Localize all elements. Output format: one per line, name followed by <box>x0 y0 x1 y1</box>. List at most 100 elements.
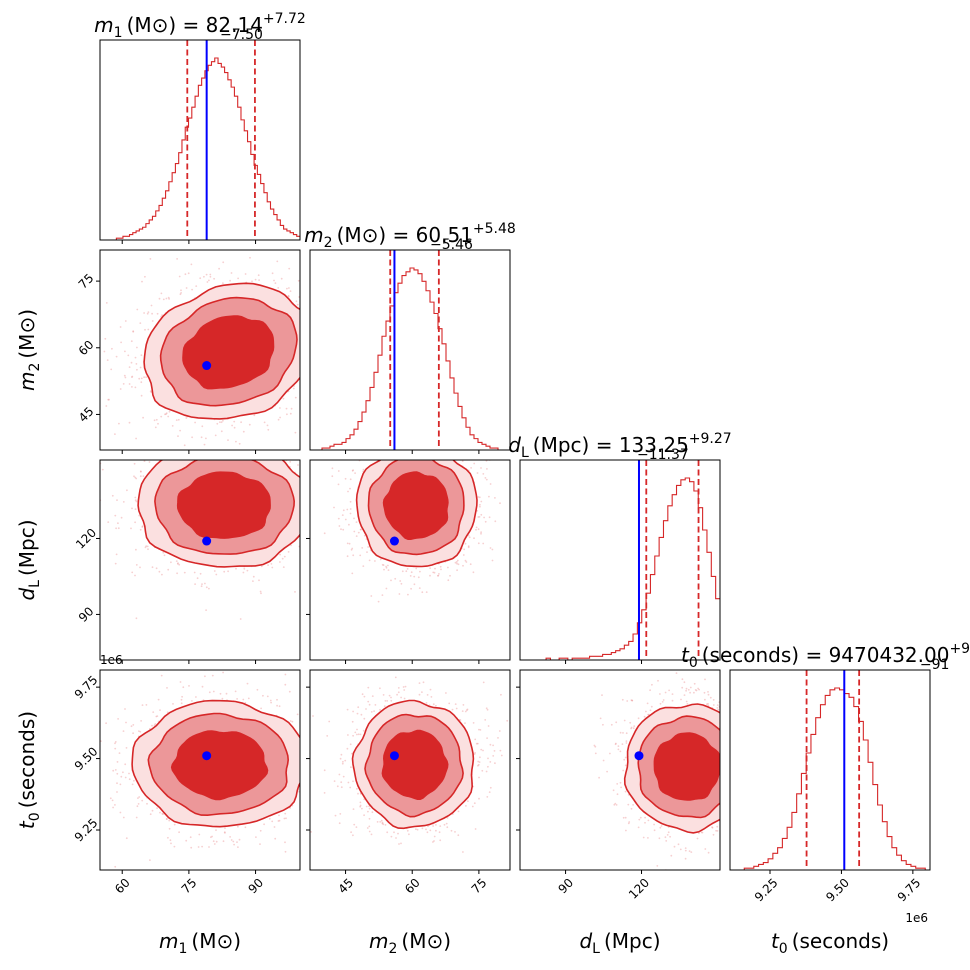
sample-point <box>403 431 405 433</box>
sample-point <box>97 477 99 479</box>
sample-point <box>168 298 171 300</box>
sample-point <box>332 331 334 333</box>
sample-point <box>306 489 308 491</box>
sample-point <box>141 525 144 528</box>
sample-point <box>314 484 316 486</box>
sample-point <box>139 322 142 324</box>
sample-point <box>302 506 304 508</box>
sample-point <box>131 375 134 378</box>
sample-point <box>323 484 325 486</box>
sample-point <box>218 267 221 270</box>
sample-point <box>438 573 440 575</box>
sample-point <box>351 469 354 472</box>
sample-point <box>350 548 353 551</box>
sample-point <box>126 489 128 492</box>
sample-point <box>132 330 135 333</box>
sample-point <box>315 486 317 488</box>
sample-point <box>258 279 260 281</box>
sample-point <box>165 452 167 454</box>
sample-point <box>349 487 351 490</box>
sample-point <box>330 322 332 324</box>
sample-point <box>292 387 295 390</box>
sample-point <box>354 472 356 474</box>
sample-point <box>158 297 161 300</box>
sample-point <box>136 308 139 311</box>
sample-point <box>139 366 142 369</box>
sample-point <box>185 287 188 289</box>
sample-point <box>248 423 251 426</box>
sample-point <box>433 453 435 455</box>
sample-point <box>142 416 145 419</box>
sample-point <box>231 436 233 438</box>
sample-point <box>151 320 154 322</box>
title-unit: (M⊙) = 60.51 <box>333 223 473 247</box>
sample-point <box>480 467 482 469</box>
title-subscript: 1 <box>114 25 123 41</box>
sample-point <box>128 383 131 385</box>
sample-point <box>418 398 420 400</box>
sample-point <box>310 333 312 335</box>
sample-point <box>191 436 194 439</box>
sample-point <box>158 430 160 432</box>
sample-point <box>211 453 213 455</box>
sample-point <box>133 475 135 478</box>
sample-point <box>223 570 226 573</box>
sample-point <box>232 438 234 440</box>
sample-point <box>427 441 429 443</box>
sample-point <box>475 528 477 531</box>
sample-point <box>196 453 198 455</box>
title-symbol: d <box>508 433 521 457</box>
sample-point <box>405 436 407 438</box>
sample-point <box>208 443 210 445</box>
sample-point <box>489 483 492 485</box>
sample-point <box>423 447 425 449</box>
sample-point <box>424 451 426 453</box>
sample-point <box>307 378 309 380</box>
sample-point <box>477 516 480 518</box>
sample-point <box>181 444 183 446</box>
sample-point <box>400 454 402 456</box>
sample-point <box>362 565 365 567</box>
sample-point <box>455 453 457 455</box>
sample-point <box>227 570 230 573</box>
sample-point <box>403 416 405 418</box>
sample-point <box>295 446 297 448</box>
sample-point <box>107 521 110 523</box>
sample-point <box>362 468 365 471</box>
sample-point <box>267 428 270 431</box>
sample-point <box>398 455 400 457</box>
sample-point <box>321 490 323 492</box>
sample-point <box>456 569 458 572</box>
sample-point <box>402 439 404 441</box>
sample-point <box>258 579 260 582</box>
sample-point <box>222 419 224 422</box>
sample-point <box>107 398 110 401</box>
sample-point <box>478 496 481 499</box>
sample-point <box>477 542 480 545</box>
sample-point <box>254 278 257 281</box>
sample-point <box>355 521 358 523</box>
sample-point <box>144 546 147 549</box>
sample-point <box>422 412 424 414</box>
sample-point <box>295 300 298 303</box>
sample-point <box>407 453 409 455</box>
sample-point <box>136 368 138 371</box>
sample-point <box>122 501 125 503</box>
sample-point <box>453 444 455 446</box>
sample-point <box>122 383 125 385</box>
sample-point <box>312 379 314 381</box>
sample-point <box>141 455 143 457</box>
sample-point <box>258 451 260 453</box>
sample-point <box>307 514 309 516</box>
sample-point <box>429 446 431 448</box>
sample-point <box>480 513 483 516</box>
sample-point <box>303 365 305 367</box>
sample-point <box>252 446 254 448</box>
sample-point <box>193 571 196 574</box>
sample-point <box>201 434 203 436</box>
sample-point <box>116 499 118 501</box>
sample-point <box>141 526 144 528</box>
title-subscript: L <box>521 445 529 461</box>
sample-point <box>302 338 304 340</box>
sample-point <box>447 566 449 569</box>
